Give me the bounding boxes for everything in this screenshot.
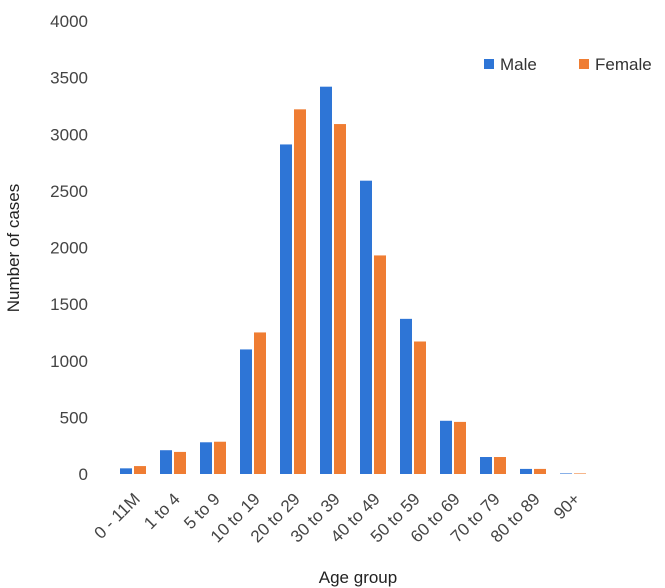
y-tick-label: 1000 — [50, 352, 88, 371]
legend-label-male: Male — [500, 55, 537, 74]
bar-male — [360, 180, 372, 474]
x-tick-label: 90+ — [550, 489, 584, 523]
x-tick-label: 1 to 4 — [140, 489, 184, 533]
bar-male — [440, 420, 452, 474]
legend-swatch-male — [484, 59, 494, 69]
bar-female — [174, 451, 186, 474]
bar-male — [320, 86, 332, 474]
bar-female — [334, 124, 346, 475]
y-tick-label: 3500 — [50, 69, 88, 88]
bar-male — [520, 468, 532, 474]
bar-male — [560, 473, 572, 474]
y-tick-label: 3000 — [50, 125, 88, 144]
bar-male — [200, 442, 212, 474]
bar-male — [160, 450, 172, 474]
y-tick-label: 2000 — [50, 239, 88, 258]
bar-female — [294, 109, 306, 475]
y-tick-label: 1500 — [50, 295, 88, 314]
bar-female — [254, 332, 266, 474]
y-axis-title: Number of cases — [4, 184, 23, 313]
y-axis: 0 500 1000 1500 2000 2500 3000 3500 4000 — [50, 12, 88, 484]
bar-male — [120, 468, 132, 474]
plot-area — [120, 86, 586, 475]
bar-male — [480, 457, 492, 474]
bar-female — [374, 255, 386, 474]
y-tick-label: 2500 — [50, 182, 88, 201]
bar-male — [280, 144, 292, 474]
y-tick-label: 4000 — [50, 12, 88, 31]
legend: Male Female — [484, 55, 652, 74]
bar-female — [534, 468, 546, 474]
bar-female — [134, 466, 146, 474]
bar-female — [494, 457, 506, 474]
legend-label-female: Female — [595, 55, 652, 74]
bar-male — [400, 318, 412, 474]
legend-swatch-female — [579, 59, 589, 69]
x-tick-label: 0 - 11M — [91, 489, 144, 542]
x-axis-title: Age group — [319, 568, 397, 587]
bar-female — [574, 473, 586, 474]
bar-female — [454, 421, 466, 474]
bar-male — [240, 349, 252, 474]
y-tick-label: 500 — [60, 408, 88, 427]
bar-female — [214, 441, 226, 474]
bar-female — [414, 341, 426, 474]
y-tick-label: 0 — [79, 465, 88, 484]
